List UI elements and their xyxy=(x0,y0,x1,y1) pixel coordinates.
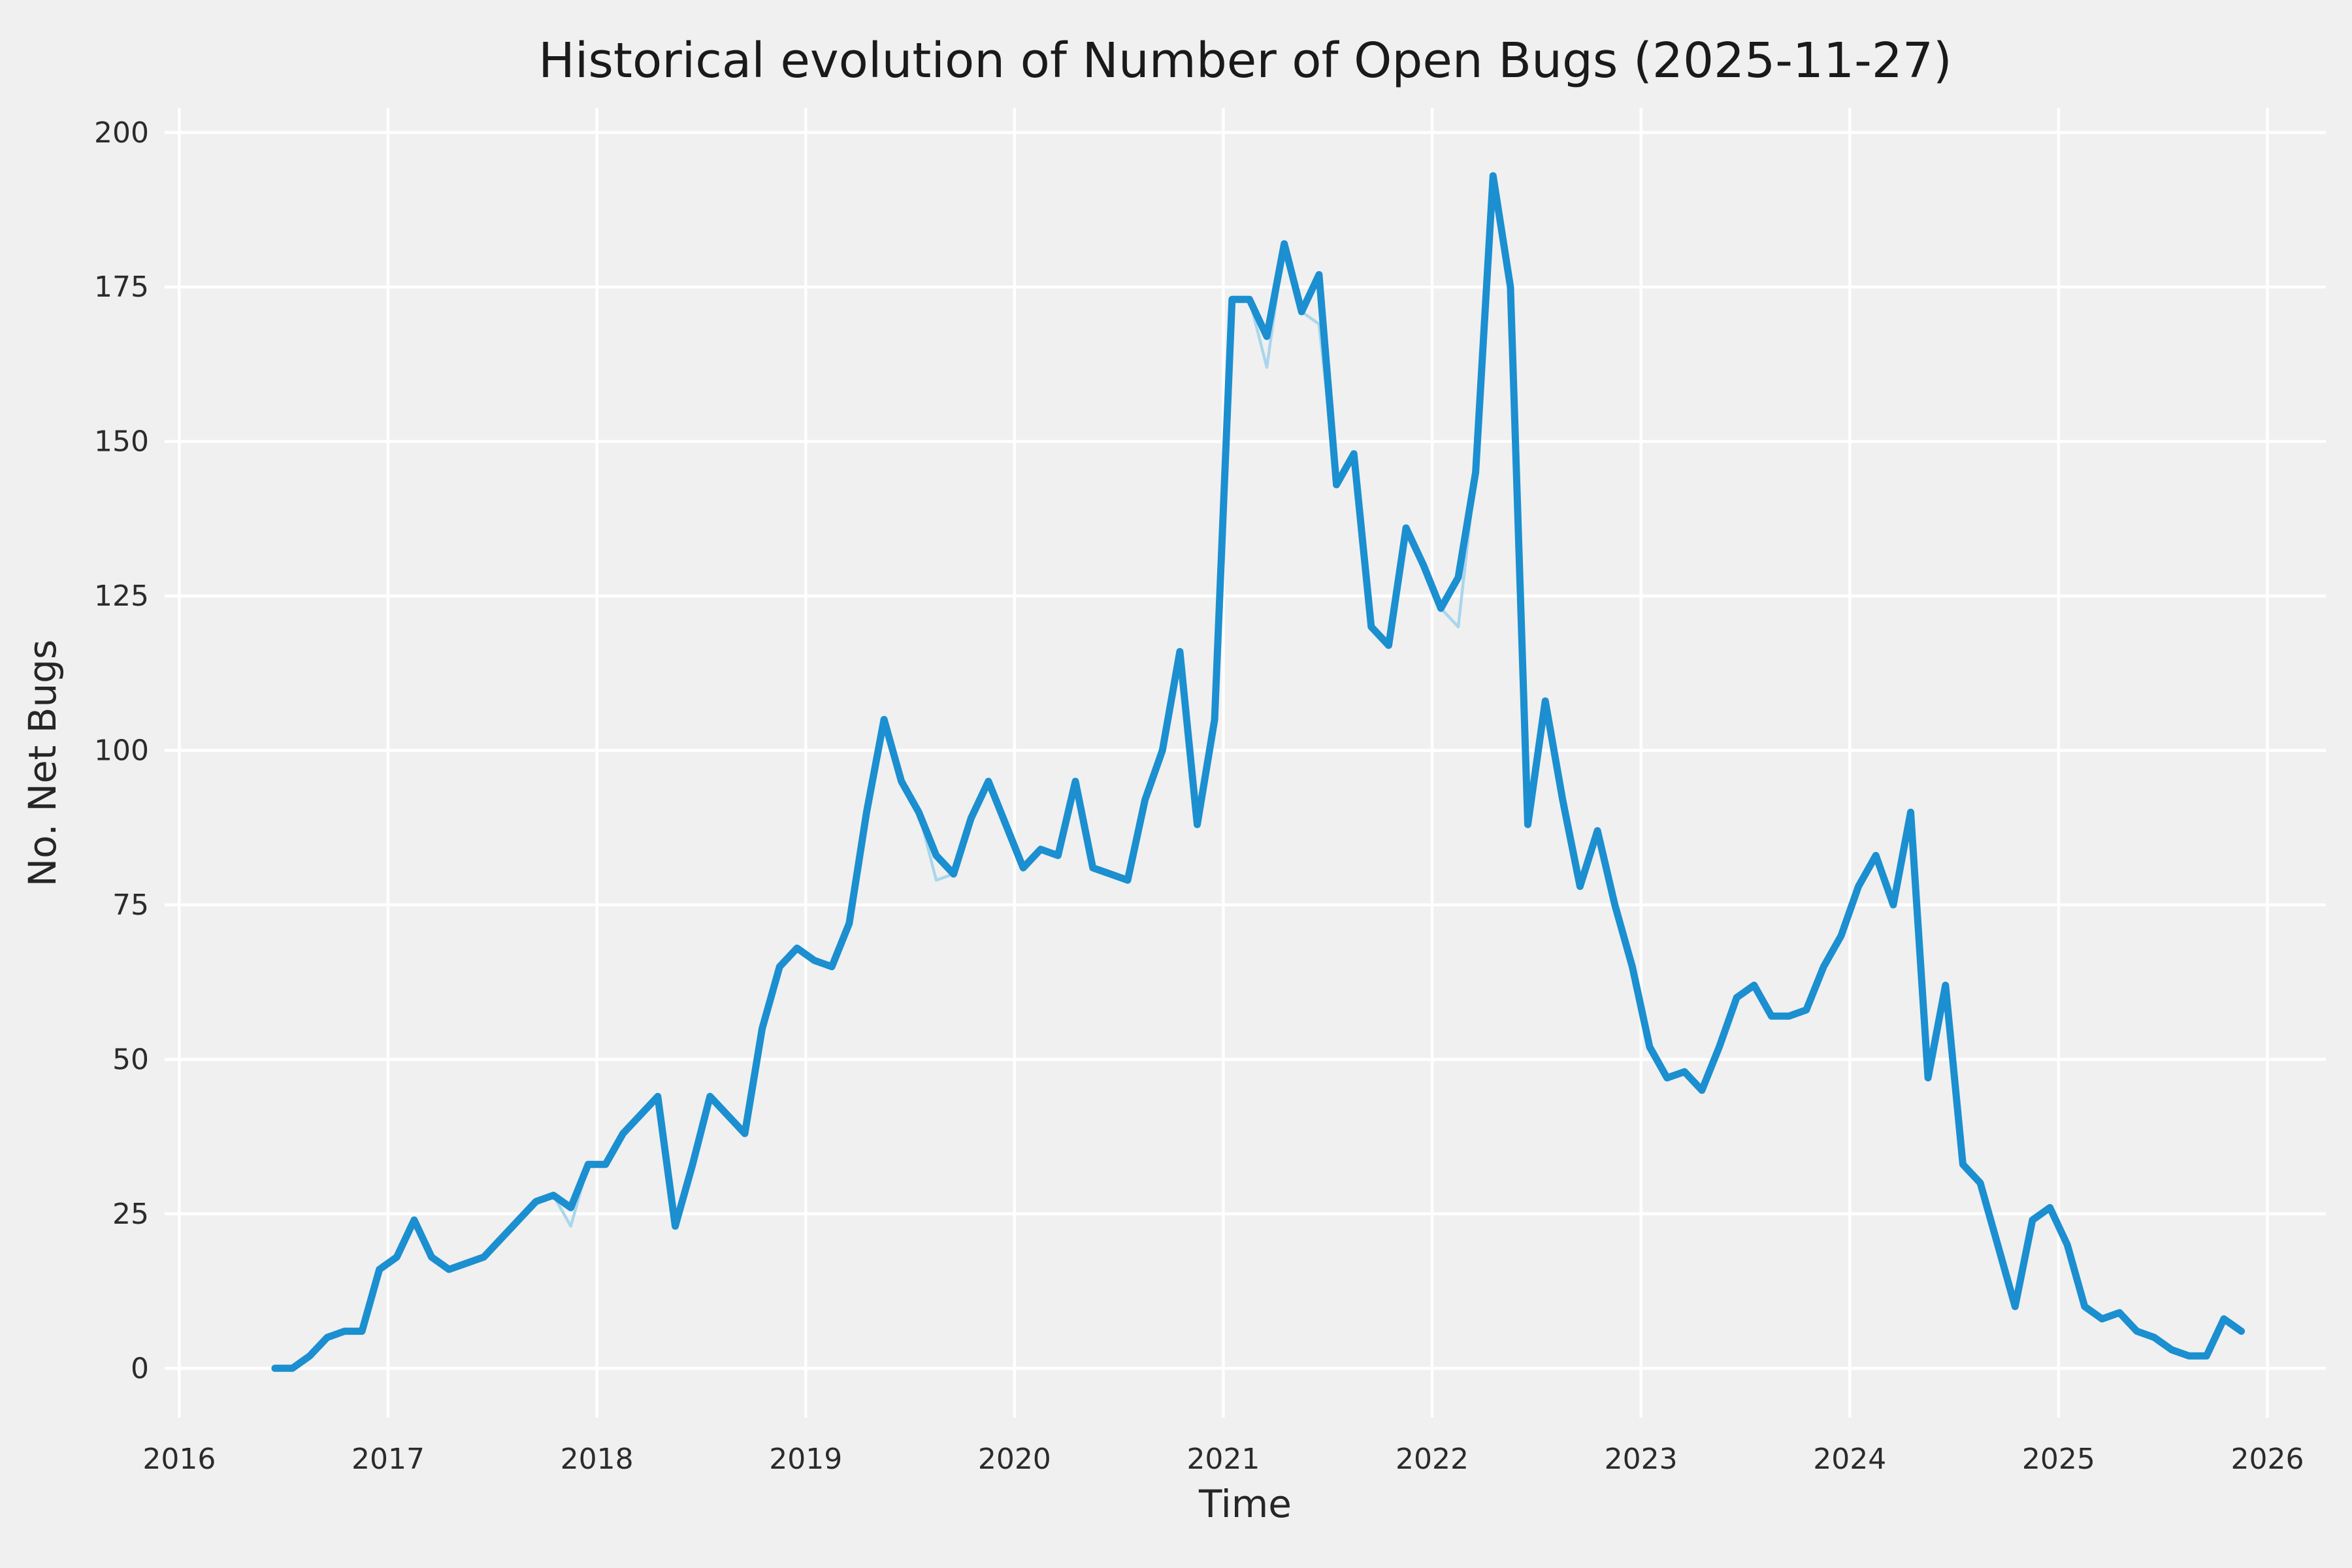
chart-title: Historical evolution of Number of Open B… xyxy=(538,33,1952,89)
y-tick-label: 50 xyxy=(112,1043,149,1076)
raw-series-line xyxy=(273,174,2243,1370)
x-tick-label: 2017 xyxy=(351,1443,425,1476)
x-tick-label: 2018 xyxy=(561,1443,634,1476)
tick-layer: 2016 2017 2018 2019 2020 2021 2022 2023 2024 2025… xyxy=(94,116,2304,1476)
grid-layer xyxy=(165,108,2326,1418)
x-tick-label: 2025 xyxy=(2022,1443,2095,1476)
x-tick-label: 2016 xyxy=(142,1443,216,1476)
y-axis-label: No. Net Bugs xyxy=(20,640,65,887)
y-tick-label: 100 xyxy=(94,734,149,768)
x-tick-label: 2020 xyxy=(978,1443,1051,1476)
y-tick-label: 200 xyxy=(94,116,149,150)
x-tick-label: 2024 xyxy=(1813,1443,1886,1476)
x-tick-label: 2019 xyxy=(769,1443,842,1476)
x-tick-label: 2026 xyxy=(2231,1443,2304,1476)
x-tick-label: 2022 xyxy=(1396,1443,1469,1476)
line-layer xyxy=(271,172,2246,1372)
y-tick-label: 150 xyxy=(94,425,149,459)
x-tick-label: 2023 xyxy=(1605,1443,1678,1476)
open-bugs-series-line xyxy=(271,172,2246,1372)
y-tick-label: 125 xyxy=(94,580,149,613)
y-tick-label: 75 xyxy=(112,889,149,922)
y-tick-label: 0 xyxy=(131,1352,149,1385)
x-tick-label: 2021 xyxy=(1186,1443,1260,1476)
y-tick-label: 25 xyxy=(112,1198,149,1231)
x-axis-label: Time xyxy=(1198,1482,1292,1526)
y-tick-label: 175 xyxy=(94,270,149,304)
